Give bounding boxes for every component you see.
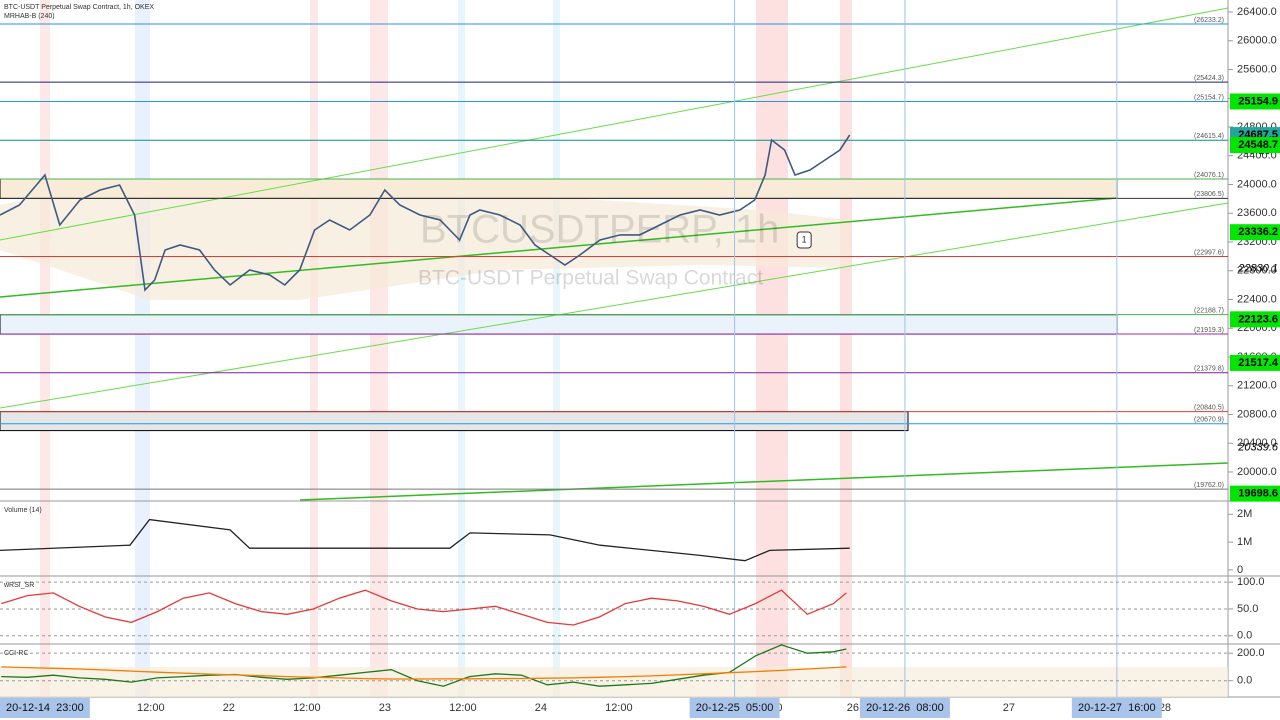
marker-label: 20-12-27 16:00 — [1078, 702, 1156, 714]
y-tick-label: 20400.0 — [1237, 437, 1277, 449]
price-badge-label: 22830.1 — [1237, 262, 1278, 274]
price-badge — [1230, 311, 1280, 328]
y-tick-label: 24800.0 — [1237, 121, 1277, 133]
marker-badge — [689, 698, 780, 718]
series-line — [1, 589, 847, 626]
level-label: (24076.1) — [1194, 172, 1224, 179]
price-badge — [1230, 354, 1280, 371]
x-tick-label: 12:00 — [449, 702, 477, 714]
x-tick-label: 22 — [223, 702, 235, 714]
backdrop — [0, 0, 1280, 698]
price-badge-label: 23336.2 — [1238, 226, 1278, 238]
y-tick-label: 2M — [1237, 508, 1252, 520]
y-tick-label: 0.0 — [1237, 630, 1252, 642]
level-label: (25154.7) — [1194, 94, 1224, 101]
y-tick-label: 26000.0 — [1237, 35, 1277, 47]
marker-badge — [859, 698, 950, 718]
x-tick-label: 27 — [1003, 702, 1015, 714]
x-tick-label: 12:00 — [293, 702, 321, 714]
y-tick-label: 0.0 — [1237, 675, 1252, 687]
pane-title: CCI-RC — [4, 650, 29, 657]
x-tick-label: 12:00 — [137, 702, 165, 714]
y-tick-label: 20800.0 — [1237, 408, 1277, 420]
symbol-title: BTC-USDT Perpetual Swap Contract, 1h, OK… — [4, 4, 154, 11]
price-badge-label: 22123.6 — [1238, 313, 1278, 325]
price-badge — [1230, 485, 1280, 502]
level-label: (19762.0) — [1194, 482, 1224, 489]
level-label: (23806.5) — [1194, 191, 1224, 198]
level-label: (21919.3) — [1194, 327, 1224, 334]
watermark-description: BTC-USDT Perpetual Swap Contract — [418, 267, 763, 290]
series-line — [0, 134, 851, 292]
price-badge-label: 19698.6 — [1238, 488, 1278, 500]
marker-badge — [0, 698, 90, 718]
marker-label: 20-12-25 05:00 — [696, 702, 774, 714]
x-tick-label: 28 — [1159, 702, 1171, 714]
price-badge-label: 21517.4 — [1238, 357, 1279, 369]
level-label: (20840.5) — [1194, 404, 1224, 411]
marker-badge — [1071, 698, 1162, 718]
y-tick-label: 200.0 — [1237, 647, 1265, 659]
y-tick-label: 1M — [1237, 536, 1252, 548]
annotation-text: 1 — [802, 234, 807, 244]
level-label: (22188.7) — [1194, 308, 1224, 315]
y-tick-label: 0 — [1237, 564, 1243, 576]
level-label: (21379.8) — [1194, 366, 1224, 373]
level-label: (20670.9) — [1194, 417, 1224, 424]
pane-title: Volume (14) — [4, 507, 42, 514]
y-tick-label: 50.0 — [1237, 603, 1258, 615]
y-tick-label: 21200.0 — [1237, 380, 1277, 392]
level-label: (24615.4) — [1194, 133, 1224, 140]
series-line — [0, 518, 850, 562]
price-badge-label: 20339.6 — [1237, 441, 1279, 453]
price-badge — [1230, 93, 1280, 110]
level-label: (22997.6) — [1194, 249, 1224, 256]
x-tick-label: 24 — [535, 702, 547, 714]
y-tick-label: 22800.0 — [1237, 265, 1277, 277]
price-badge — [1230, 137, 1280, 154]
pane-title: wRSI_SR — [3, 582, 34, 589]
y-tick-label: 26400.0 — [1237, 6, 1277, 18]
level-label: (26233.2) — [1194, 17, 1224, 24]
annotation-box — [796, 231, 812, 249]
marker-label: 20-12-14 23:00 — [6, 702, 84, 714]
y-tick-label: 23600.0 — [1237, 207, 1277, 219]
x-tick-label: 12:00 — [605, 702, 633, 714]
series-line — [1, 666, 847, 680]
x-tick-label: 26 — [847, 702, 859, 714]
indicator-title: MRHAB-B (240) — [4, 13, 55, 20]
price-badge-label: 24548.7 — [1238, 139, 1278, 151]
y-tick-label: 24000.0 — [1237, 178, 1277, 190]
marker-label: 20-12-26 08:00 — [866, 702, 944, 714]
y-tick-label: 25600.0 — [1237, 63, 1277, 75]
price-badge — [1230, 224, 1280, 241]
y-tick-label: 22400.0 — [1237, 293, 1277, 305]
y-tick-label: 100.0 — [1237, 576, 1265, 588]
y-tick-label: 20000.0 — [1237, 466, 1277, 478]
price-badge-label: 25154.9 — [1238, 95, 1278, 107]
level-label: (25424.3) — [1194, 75, 1224, 82]
x-tick-label: 23 — [379, 702, 391, 714]
